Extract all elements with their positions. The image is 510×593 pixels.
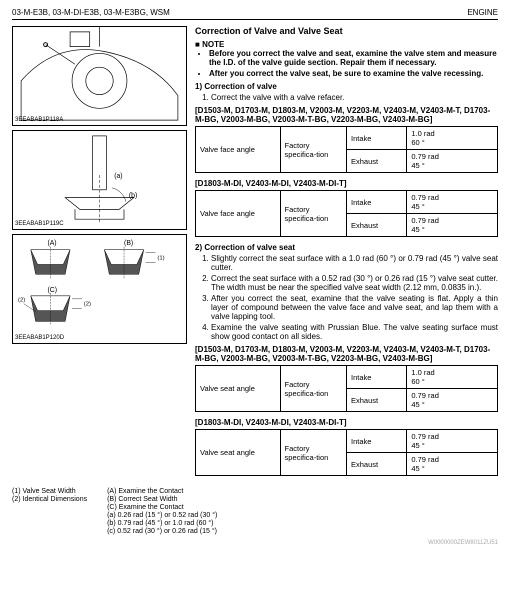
- row-label: Exhaust: [346, 453, 406, 476]
- row-label: Exhaust: [346, 150, 406, 173]
- row-val: 0.79 rad 45 °: [407, 389, 498, 412]
- svg-text:(a): (a): [114, 173, 122, 180]
- figure-3: (A) (B) (1) (C) (2): [12, 234, 187, 344]
- legend-item: (c) 0.52 rad (30 °) or 0.26 rad (15 °): [107, 528, 217, 535]
- param-cell: Valve face angle: [196, 127, 281, 173]
- page-header: 03-M-E3B, 03-M-DI-E3B, 03-M-E3BG, WSM EN…: [12, 8, 498, 20]
- row-label: Intake: [346, 127, 406, 150]
- legend-right: (A) Examine the Contact (B) Correct Seat…: [107, 488, 217, 536]
- row-label: Intake: [346, 430, 406, 453]
- legend-item: (a) 0.26 rad (15 °) or 0.52 rad (30 °): [107, 512, 217, 519]
- steps-1: Correct the valve with a valve refacer.: [195, 93, 498, 102]
- spec-table-2: Valve face angle Factory specifica-tion …: [195, 190, 498, 237]
- subsection-1: 1) Correction of valve: [195, 82, 498, 91]
- row-val: 1.0 rad 60 °: [407, 127, 498, 150]
- text-column: Correction of Valve and Valve Seat NOTE …: [195, 26, 498, 482]
- subsection-2: 2) Correction of valve seat: [195, 243, 498, 252]
- row-label: Exhaust: [346, 214, 406, 237]
- row-label: Exhaust: [346, 389, 406, 412]
- spec-table-3: Valve seat angle Factory specifica-tion …: [195, 365, 498, 412]
- legend-item: (2) Identical Dimensions: [12, 496, 87, 503]
- figure-1-label: 3EEABAB1P118A: [15, 117, 63, 123]
- note-item: After you correct the valve seat, be sur…: [209, 69, 498, 78]
- footer-code: W0000000ZEW8011ZU51: [12, 540, 498, 546]
- legend-item: (b) 0.79 rad (45 °) or 1.0 rad (60 °): [107, 520, 217, 527]
- legend-item: (A) Examine the Contact: [107, 488, 217, 495]
- header-right: ENGINE: [467, 8, 498, 17]
- step-item: Correct the seat surface with a 0.52 rad…: [211, 274, 498, 292]
- row-label: Intake: [346, 366, 406, 389]
- figure-2: (b) (a) 3EEABAB1P119C: [12, 130, 187, 230]
- row-val: 0.79 rad 45 °: [407, 453, 498, 476]
- figure-2-label: 3EEABAB1P119C: [15, 221, 64, 227]
- models-2: [D1803-M-DI, V2403-M-DI, V2403-M-DI-T]: [195, 179, 498, 188]
- svg-text:(2): (2): [84, 302, 91, 308]
- row-val: 0.79 rad 45 °: [407, 150, 498, 173]
- param-cell: Valve seat angle: [196, 366, 281, 412]
- fig3-label-B: (B): [124, 240, 133, 247]
- spec-cell: Factory specifica-tion: [280, 366, 346, 412]
- steps-2: Slightly correct the seat surface with a…: [195, 254, 498, 341]
- step-item: Examine the valve seating with Prussian …: [211, 323, 498, 341]
- step-item: Correct the valve with a valve refacer.: [211, 93, 498, 102]
- note-list: Before you correct the valve and seat, e…: [195, 49, 498, 78]
- header-left: 03-M-E3B, 03-M-DI-E3B, 03-M-E3BG, WSM: [12, 8, 170, 17]
- spec-table-1: Valve face angle Factory specifica-tion …: [195, 126, 498, 173]
- row-val: 0.79 rad 45 °: [407, 191, 498, 214]
- models-4: [D1803-M-DI, V2403-M-DI, V2403-M-DI-T]: [195, 418, 498, 427]
- figure-column: 3EEABAB1P118A (b) (a) 3EEABAB1P119C (A): [12, 26, 187, 482]
- legend-left: (1) Valve Seat Width (2) Identical Dimen…: [12, 488, 87, 536]
- models-3: [D1503-M, D1703-M, D1803-M, V2003-M, V22…: [195, 345, 498, 363]
- spec-cell: Factory specifica-tion: [280, 191, 346, 237]
- svg-text:(1): (1): [157, 256, 164, 262]
- legend-item: (1) Valve Seat Width: [12, 488, 87, 495]
- spec-table-4: Valve seat angle Factory specifica-tion …: [195, 429, 498, 476]
- legend: (1) Valve Seat Width (2) Identical Dimen…: [12, 488, 498, 536]
- row-val: 1.0 rad 60 °: [407, 366, 498, 389]
- step-item: After you correct the seat, examine that…: [211, 294, 498, 321]
- note-item: Before you correct the valve and seat, e…: [209, 49, 498, 67]
- fig3-label-C: (C): [47, 287, 57, 294]
- legend-item: (B) Correct Seat Width: [107, 496, 217, 503]
- figure-1: 3EEABAB1P118A: [12, 26, 187, 126]
- svg-text:(b): (b): [129, 193, 137, 200]
- row-val: 0.79 rad 45 °: [407, 430, 498, 453]
- section-title: Correction of Valve and Valve Seat: [195, 26, 498, 36]
- models-1: [D1503-M, D1703-M, D1803-M, V2003-M, V22…: [195, 106, 498, 124]
- figure-3-label: 3EEABAB1P120D: [15, 335, 64, 341]
- param-cell: Valve seat angle: [196, 430, 281, 476]
- param-cell: Valve face angle: [196, 191, 281, 237]
- row-val: 0.79 rad 45 °: [407, 214, 498, 237]
- legend-item: (C) Examine the Contact: [107, 504, 217, 511]
- spec-cell: Factory specifica-tion: [280, 127, 346, 173]
- svg-text:(2): (2): [18, 298, 25, 304]
- row-label: Intake: [346, 191, 406, 214]
- fig3-label-A: (A): [47, 240, 56, 247]
- note-header: NOTE: [195, 40, 498, 49]
- step-item: Slightly correct the seat surface with a…: [211, 254, 498, 272]
- spec-cell: Factory specifica-tion: [280, 430, 346, 476]
